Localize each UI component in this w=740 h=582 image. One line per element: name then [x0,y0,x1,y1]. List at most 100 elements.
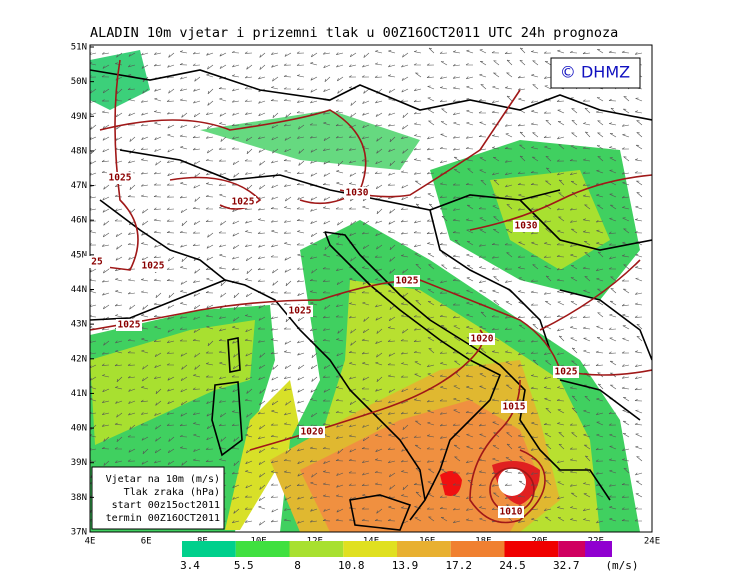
wind-arrow [388,290,396,294]
wind-arrow [609,506,617,510]
wind-arrow [298,148,305,154]
wind-arrow [414,361,422,366]
colorbar-label: 17.2 [446,559,473,572]
wind-arrow [296,74,305,78]
wind-arrow [101,412,110,415]
wind-arrow [544,85,552,90]
wind-arrow [116,376,123,383]
wind-arrow [193,316,201,320]
wind-arrow [466,445,474,450]
wind-arrow [532,264,539,270]
wind-arrow [272,76,279,82]
wind-arrow [271,64,279,68]
lat-label: 43N [71,320,87,330]
isobar-label: 1025 [118,320,141,331]
wind-arrow [375,184,383,190]
wind-arrow [582,508,591,512]
wind-arrow [361,507,370,510]
wind-arrow [595,110,604,114]
wind-arrow [439,86,448,90]
wind-arrow [128,98,136,102]
wind-arrow [309,519,318,523]
wind-arrow [141,436,149,441]
lat-label: 45N [71,250,87,260]
wind-arrow [270,52,279,55]
wind-arrow [322,182,331,186]
wind-arrow [635,266,643,270]
wind-arrow [400,219,409,223]
lat-label: 41N [71,389,87,399]
wind-arrow [465,136,474,139]
wind-arrow [310,148,318,153]
wind-arrow [153,52,162,55]
wind-arrow [114,460,123,463]
wind-arrow [285,448,292,454]
wind-arrow [258,376,266,381]
wind-arrow [231,267,240,271]
wind-arrow [636,192,643,198]
wind-arrow [584,276,591,282]
wind-arrow [530,290,539,294]
wind-arrow [375,100,383,104]
wind-arrow [154,122,162,126]
wind-arrow [296,207,305,210]
wind-arrow [259,484,266,490]
wind-arrow [115,340,123,344]
wind-arrow [233,172,240,178]
wind-arrow [205,459,214,462]
wind-arrow [517,182,526,186]
wind-arrow [258,364,266,370]
wind-arrow [245,376,253,381]
wind-arrow [103,340,110,346]
wind-arrow [532,84,539,90]
wind-arrow [114,447,123,450]
wind-arrow [220,436,227,442]
wind-arrow [402,148,409,154]
wind-arrow [271,160,279,164]
wind-arrow [452,266,461,270]
wind-arrow [154,97,162,102]
wind-arrow [439,195,448,198]
wind-arrow [518,277,526,282]
wind-arrow [179,316,188,319]
wind-arrow [492,86,500,90]
wind-arrow [530,231,539,235]
wind-arrow [427,109,435,114]
wind-arrow [452,254,461,258]
wind-arrow [569,484,578,487]
wind-arrow [517,339,526,342]
colorbar-label: 24.5 [499,559,526,572]
copyright: © DHMZ [560,63,630,82]
wind-arrow [205,291,214,294]
wind-arrow [246,388,253,394]
wind-arrow [413,244,422,248]
wind-arrow [322,422,331,426]
wind-arrow [595,363,604,366]
wind-arrow [558,432,565,438]
wind-arrow [375,304,383,308]
wind-arrow [167,328,175,333]
wind-arrow [167,400,175,405]
wind-arrow [362,398,370,402]
wind-arrow [207,100,214,106]
wind-arrow [571,132,578,138]
wind-arrow [402,112,409,119]
wind-arrow [621,364,630,367]
wind-arrow [597,156,604,162]
wind-arrow [205,447,214,450]
wind-arrow [335,207,344,210]
wind-arrow [480,311,487,318]
wind-arrow [259,472,266,478]
wind-arrow [101,159,110,163]
wind-arrow [428,348,435,354]
wind-arrow [141,460,149,465]
wind-arrow [207,148,214,154]
wind-arrow [244,363,253,367]
wind-arrow [245,292,253,298]
wind-arrow [623,156,630,162]
wind-arrow [311,376,318,382]
wind-arrow [127,64,136,68]
wind-arrow [557,386,565,390]
wind-arrow [491,327,500,331]
wind-arrow [103,220,110,226]
